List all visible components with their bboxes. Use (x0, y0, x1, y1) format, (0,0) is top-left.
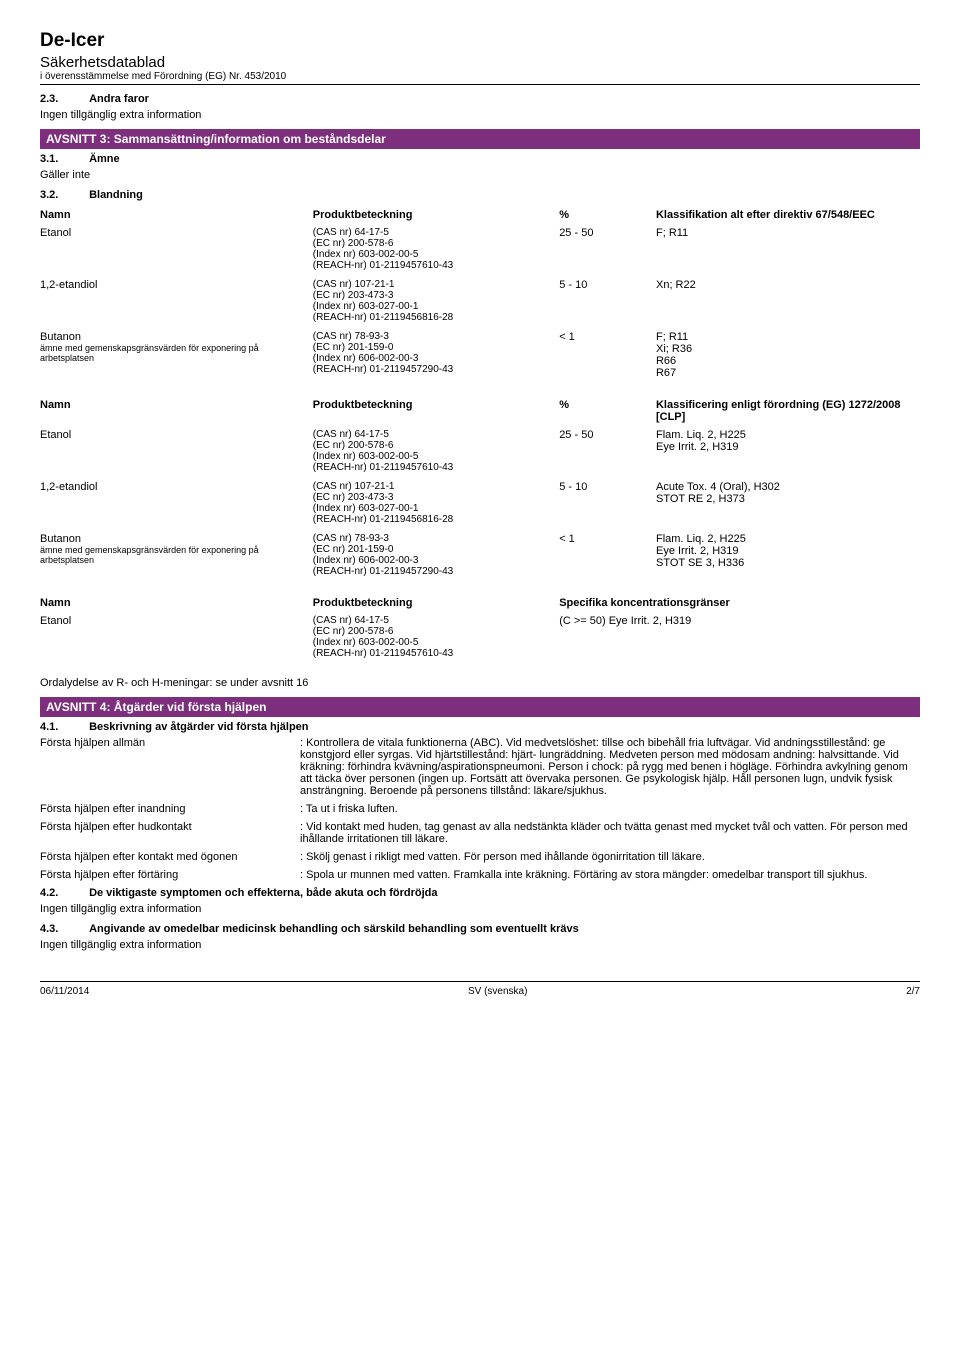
th-class: Klassifikation alt efter direktiv 67/548… (656, 207, 920, 225)
table-row: Etanol(CAS nr) 64-17-5(EC nr) 200-578-6(… (40, 225, 920, 277)
footer-date: 06/11/2014 (40, 986, 89, 997)
section-title: Blandning (89, 189, 143, 201)
section-4-2-body: Ingen tillgänglig extra information (40, 903, 920, 915)
table-row: 1,2-etandiol(CAS nr) 107-21-1(EC nr) 203… (40, 479, 920, 531)
section-number: 3.2. (40, 189, 86, 201)
footer-lang: SV (svenska) (468, 986, 527, 997)
first-aid-text: : Skölj genast i rikligt med vatten. För… (300, 851, 920, 863)
section-4-3-heading: 4.3. Angivande av omedelbar medicinsk be… (40, 923, 920, 935)
composition-table-2: Namn Produktbeteckning % Klassificering … (40, 397, 920, 583)
composition-table-1: Namn Produktbeteckning % Klassifikation … (40, 207, 920, 385)
section-number: 4.3. (40, 923, 86, 935)
cell-pct: 25 - 50 (559, 225, 656, 277)
cell-conc: (C >= 50) Eye Irrit. 2, H319 (559, 613, 920, 665)
th-prod: Produktbeteckning (313, 207, 559, 225)
cell-class: Acute Tox. 4 (Oral), H302STOT RE 2, H373 (656, 479, 920, 531)
first-aid-label: Första hjälpen efter hudkontakt (40, 821, 300, 845)
th-prod: Produktbeteckning (313, 397, 559, 427)
section-title: Andra faror (89, 93, 149, 105)
cell-name: Etanol (40, 613, 313, 665)
th-prod: Produktbeteckning (313, 595, 559, 613)
first-aid-text: : Spola ur munnen med vatten. Framkalla … (300, 869, 920, 881)
section-3-1-heading: 3.1. Ämne (40, 153, 920, 165)
cell-name: Etanol (40, 225, 313, 277)
cell-pct: < 1 (559, 329, 656, 385)
section-number: 2.3. (40, 93, 86, 105)
section-number: 3.1. (40, 153, 86, 165)
conformity-line: i överensstämmelse med Förordning (EG) N… (40, 71, 920, 85)
th-class: Klassificering enligt förordning (EG) 12… (656, 397, 920, 427)
th-pct: % (559, 207, 656, 225)
section-4-1-heading: 4.1. Beskrivning av åtgärder vid första … (40, 721, 920, 733)
first-aid-text: : Ta ut i friska luften. (300, 803, 920, 815)
first-aid-row: Första hjälpen efter förtäring: Spola ur… (40, 869, 920, 881)
cell-name: Etanol (40, 427, 313, 479)
section-3-1-body: Gäller inte (40, 169, 920, 181)
first-aid-label: Första hjälpen allmän (40, 737, 300, 797)
table-row: 1,2-etandiol(CAS nr) 107-21-1(EC nr) 203… (40, 277, 920, 329)
first-aid-row: Första hjälpen efter inandning: Ta ut i … (40, 803, 920, 815)
page-footer: 06/11/2014 SV (svenska) 2/7 (40, 981, 920, 997)
first-aid-text: : Kontrollera de vitala funktionerna (AB… (300, 737, 920, 797)
first-aid-row: Första hjälpen efter kontakt med ögonen:… (40, 851, 920, 863)
cell-prod: (CAS nr) 64-17-5(EC nr) 200-578-6(Index … (313, 225, 559, 277)
first-aid-label: Första hjälpen efter inandning (40, 803, 300, 815)
section-4-2-heading: 4.2. De viktigaste symptomen och effekte… (40, 887, 920, 899)
section-title: Beskrivning av åtgärder vid första hjälp… (89, 721, 308, 733)
cell-prod: (CAS nr) 64-17-5(EC nr) 200-578-6(Index … (313, 613, 559, 665)
cell-class: Flam. Liq. 2, H225Eye Irrit. 2, H319STOT… (656, 531, 920, 583)
section-title: Ämne (89, 153, 120, 165)
cell-prod: (CAS nr) 107-21-1(EC nr) 203-473-3(Index… (313, 277, 559, 329)
cell-name: 1,2-etandiol (40, 479, 313, 531)
avsnitt-4-bar: AVSNITT 4: Åtgärder vid första hjälpen (40, 697, 920, 717)
section-title: De viktigaste symptomen och effekterna, … (89, 887, 437, 899)
section-4-3-body: Ingen tillgänglig extra information (40, 939, 920, 951)
cell-class: F; R11Xi; R36R66R67 (656, 329, 920, 385)
th-name: Namn (40, 397, 313, 427)
document-title: De-Icer (40, 30, 920, 52)
first-aid-row: Första hjälpen allmän: Kontrollera de vi… (40, 737, 920, 797)
cell-class: F; R11 (656, 225, 920, 277)
th-name: Namn (40, 595, 313, 613)
section-2-3-heading: 2.3. Andra faror (40, 93, 920, 105)
table-row: Butanonämne med gemenskapsgränsvärden fö… (40, 329, 920, 385)
footer-page: 2/7 (906, 986, 920, 997)
th-conc: Specifika koncentrationsgränser (559, 595, 920, 613)
concentration-limits-table: Namn Produktbeteckning Specifika koncent… (40, 595, 920, 665)
section-2-3-body: Ingen tillgänglig extra information (40, 109, 920, 121)
ordalydelse-note: Ordalydelse av R- och H-meningar: se und… (40, 677, 920, 689)
table-row: Etanol(CAS nr) 64-17-5(EC nr) 200-578-6(… (40, 427, 920, 479)
section-title: Angivande av omedelbar medicinsk behandl… (89, 923, 579, 935)
cell-pct: 5 - 10 (559, 277, 656, 329)
first-aid-label: Första hjälpen efter förtäring (40, 869, 300, 881)
cell-pct: 25 - 50 (559, 427, 656, 479)
cell-pct: 5 - 10 (559, 479, 656, 531)
section-3-2-heading: 3.2. Blandning (40, 189, 920, 201)
th-name: Namn (40, 207, 313, 225)
cell-name: 1,2-etandiol (40, 277, 313, 329)
first-aid-list: Första hjälpen allmän: Kontrollera de vi… (40, 737, 920, 881)
section-number: 4.1. (40, 721, 86, 733)
cell-name: Butanonämne med gemenskapsgränsvärden fö… (40, 329, 313, 385)
first-aid-label: Första hjälpen efter kontakt med ögonen (40, 851, 300, 863)
cell-prod: (CAS nr) 78-93-3(EC nr) 201-159-0(Index … (313, 329, 559, 385)
table-row: Butanonämne med gemenskapsgränsvärden fö… (40, 531, 920, 583)
cell-pct: < 1 (559, 531, 656, 583)
cell-name: Butanonämne med gemenskapsgränsvärden fö… (40, 531, 313, 583)
cell-prod: (CAS nr) 64-17-5(EC nr) 200-578-6(Index … (313, 427, 559, 479)
section-number: 4.2. (40, 887, 86, 899)
first-aid-row: Första hjälpen efter hudkontakt: Vid kon… (40, 821, 920, 845)
first-aid-text: : Vid kontakt med huden, tag genast av a… (300, 821, 920, 845)
avsnitt-3-bar: AVSNITT 3: Sammansättning/information om… (40, 129, 920, 149)
document-subtitle: Säkerhetsdatablad (40, 54, 920, 71)
cell-prod: (CAS nr) 107-21-1(EC nr) 203-473-3(Index… (313, 479, 559, 531)
table-row: Etanol(CAS nr) 64-17-5(EC nr) 200-578-6(… (40, 613, 920, 665)
cell-class: Flam. Liq. 2, H225Eye Irrit. 2, H319 (656, 427, 920, 479)
cell-class: Xn; R22 (656, 277, 920, 329)
cell-prod: (CAS nr) 78-93-3(EC nr) 201-159-0(Index … (313, 531, 559, 583)
th-pct: % (559, 397, 656, 427)
